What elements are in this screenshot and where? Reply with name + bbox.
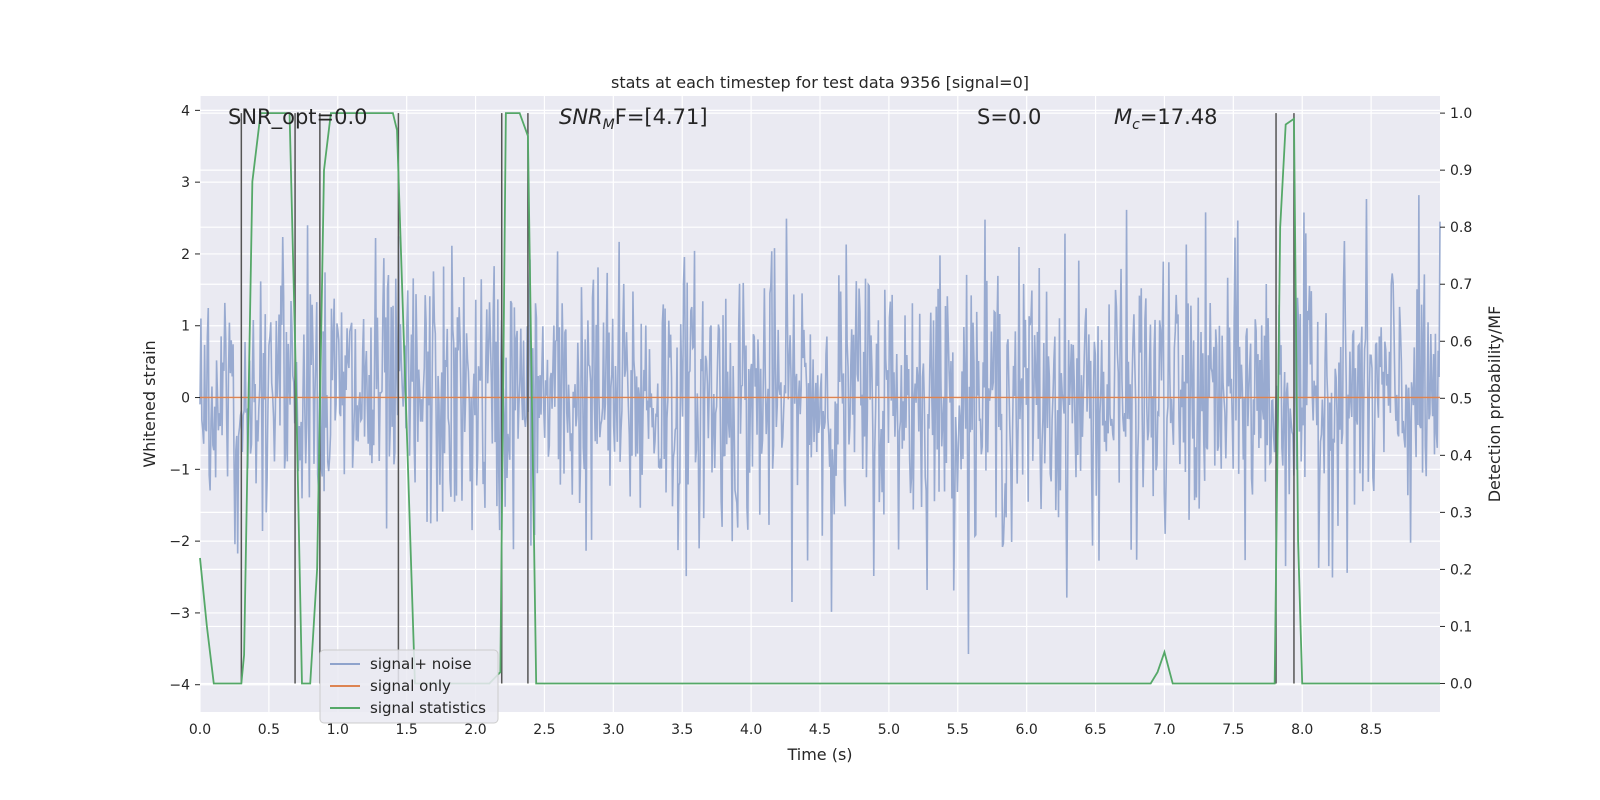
statistics-line — [199, 112, 1440, 685]
noise-line — [199, 195, 1441, 654]
y-tick-label-left: 4 — [181, 103, 190, 119]
legend-label-noise: signal+ noise — [370, 655, 472, 673]
snr-mf-base: SNR — [559, 105, 603, 129]
x-tick-label: 6.5 — [1084, 722, 1106, 738]
y-tick-label-right: 0.0 — [1450, 676, 1472, 692]
x-tick-label: 1.0 — [327, 722, 349, 738]
legend-label-signal: signal only — [370, 677, 451, 695]
y-tick-label-right: 0.7 — [1450, 277, 1472, 293]
y-axis-label-left: Whitened strain — [140, 340, 159, 467]
mc-base: M — [1114, 105, 1132, 129]
y-tick-label-right: 0.4 — [1450, 448, 1472, 464]
mc-sub: c — [1132, 117, 1140, 133]
x-tick-label: 5.5 — [947, 722, 969, 738]
chart-title: stats at each timestep for test data 935… — [611, 73, 1029, 92]
x-tick-label: 2.5 — [533, 722, 555, 738]
y-tick-label-left: 1 — [181, 319, 190, 335]
x-tick-label: 7.5 — [1222, 722, 1244, 738]
event-markers — [240, 113, 1295, 684]
y-tick-label-left: −4 — [169, 678, 190, 694]
y-tick-label-left: −3 — [169, 606, 190, 622]
x-tick-label: 0.0 — [189, 722, 211, 738]
y-tick-label-left: 3 — [181, 175, 190, 191]
x-tick-label: 4.0 — [740, 722, 762, 738]
y-tick-label-left: −1 — [169, 462, 190, 478]
y-tick-label-right: 0.9 — [1450, 163, 1472, 179]
annotation-mc: Mc=17.48 — [1114, 105, 1218, 133]
snr-mf-rest: F=[4.71] — [615, 105, 708, 129]
x-tick-label: 4.5 — [809, 722, 831, 738]
legend: signal+ noise signal only signal statist… — [319, 649, 499, 724]
y-tick-label-left: −2 — [169, 534, 190, 550]
x-tick-label: 2.0 — [464, 722, 486, 738]
legend-box — [319, 649, 499, 724]
x-tick-label: 1.5 — [396, 722, 418, 738]
noise-series — [199, 195, 1441, 654]
legend-label-stats: signal statistics — [370, 699, 486, 717]
x-tick-label: 0.5 — [258, 722, 280, 738]
x-tick-label: 6.0 — [1016, 722, 1038, 738]
x-tick-label: 5.0 — [878, 722, 900, 738]
mc-rest: =17.48 — [1140, 105, 1218, 129]
y-tick-label-right: 0.1 — [1450, 619, 1472, 635]
y-tick-label-right: 0.3 — [1450, 505, 1472, 521]
y-tick-label-left: 0 — [181, 391, 190, 407]
y-tick-label-left: 2 — [181, 247, 190, 263]
x-axis-label: Time (s) — [786, 745, 852, 764]
x-tick-label: 3.0 — [602, 722, 624, 738]
statistics-series — [199, 112, 1440, 685]
annotation-s: S=0.0 — [977, 105, 1041, 129]
y-tick-label-right: 0.5 — [1450, 391, 1472, 407]
y-axis-label-right: Detection probability/MF — [1485, 306, 1504, 503]
snr-mf-sub: M — [603, 117, 615, 133]
x-tick-label: 8.5 — [1360, 722, 1382, 738]
axis-ticks: 0.0 0.5 1.0 1.5 2.0 2.5 3.0 3.5 4.0 4.5 5.0 5.5 6.0 6… — [169, 103, 1472, 738]
y-tick-label-right: 0.6 — [1450, 334, 1472, 350]
y-tick-label-right: 0.8 — [1450, 220, 1472, 236]
x-tick-label: 8.0 — [1291, 722, 1313, 738]
x-tick-label: 3.5 — [671, 722, 693, 738]
annotation-snr-mf: SNRMF=[4.71] — [559, 105, 708, 133]
x-tick-label: 7.0 — [1153, 722, 1175, 738]
y-tick-label-right: 0.2 — [1450, 562, 1472, 578]
annotation-snr-opt: SNR_opt=0.0 — [228, 105, 368, 130]
y-tick-label-right: 1.0 — [1450, 106, 1472, 122]
